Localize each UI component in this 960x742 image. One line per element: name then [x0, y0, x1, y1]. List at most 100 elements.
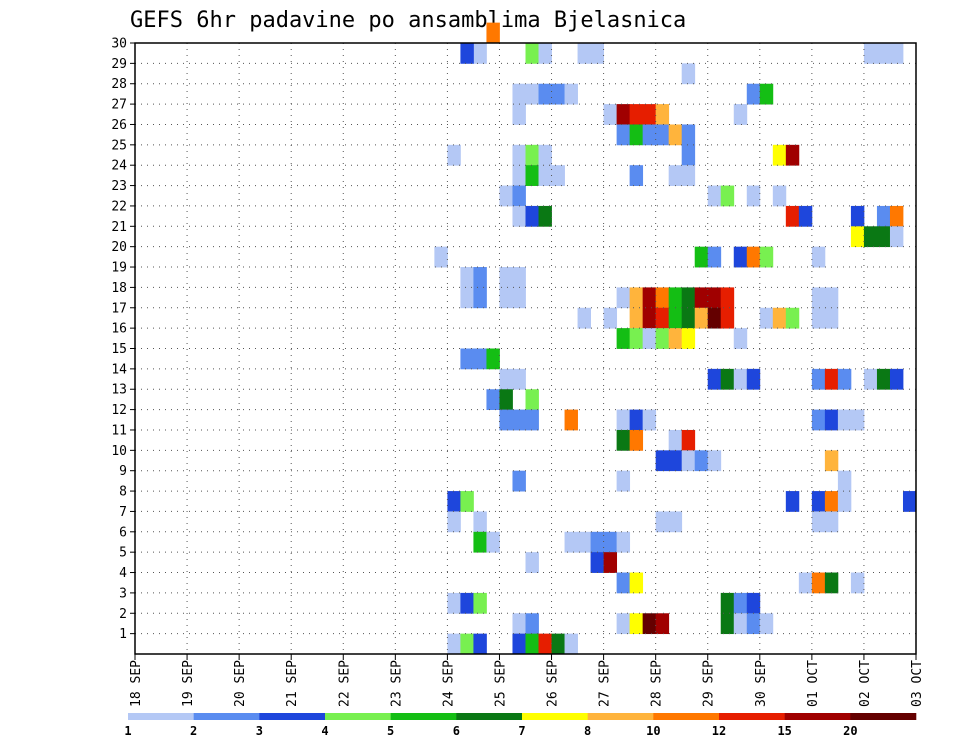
x-tick-label: 01 OCT: [806, 660, 821, 707]
cell-t38-m17: [629, 287, 644, 309]
cell-t47-m2: [746, 592, 761, 614]
x-tick-label: 30 SEP: [754, 660, 769, 707]
cell-t25-m0: [460, 633, 474, 655]
cell-t36-m26: [603, 104, 618, 125]
y-tick-label: 16: [111, 322, 127, 337]
cell-t30-m24: [525, 144, 539, 166]
cell-t26-m18: [473, 267, 487, 288]
cell-t38-m10: [629, 429, 644, 451]
cell-t31-m21: [538, 205, 552, 227]
x-tick-label: 23 SEP: [389, 660, 404, 707]
cell-t26-m6: [473, 511, 487, 533]
cell-t48-m1: [759, 613, 774, 635]
cell-t38-m25: [629, 124, 644, 146]
cell-t24-m24: [447, 144, 461, 166]
colorbar-label: 15: [777, 724, 791, 738]
cell-t27-m5: [486, 531, 500, 553]
cell-t52-m6: [811, 511, 826, 533]
cell-t53-m3: [824, 572, 839, 594]
x-tick-label: 18 SEP: [129, 660, 144, 707]
cell-t33-m0: [564, 633, 578, 655]
cell-t30-m4: [525, 552, 539, 573]
cell-t25-m14: [460, 348, 474, 370]
cell-t44-m9: [707, 450, 722, 472]
cell-t39-m1: [642, 613, 657, 635]
x-tick-label: 20 SEP: [233, 660, 248, 707]
y-tick-label: 12: [111, 403, 127, 418]
y-tick-label: 20: [111, 240, 127, 255]
cell-t39-m26: [642, 104, 657, 125]
cell-t37-m15: [616, 328, 631, 349]
cell-t26-m29: [473, 43, 487, 64]
grid-lines: [135, 43, 916, 654]
cell-t42-m15: [681, 328, 696, 349]
cell-t43-m9: [694, 450, 709, 472]
cell-t47-m1: [746, 613, 761, 635]
cell-t38-m26: [629, 104, 644, 125]
cell-t54-m11: [837, 409, 852, 431]
cell-t45-m13: [720, 368, 735, 390]
cell-t30-m29: [525, 43, 539, 64]
cell-t35-m5: [590, 531, 604, 553]
cell-t44-m22: [707, 185, 722, 207]
chart-title: GEFS 6hr padavine po ansamblima Bjelasni…: [130, 8, 686, 33]
y-tick-label: 8: [119, 485, 127, 500]
cell-t25-m2: [460, 592, 474, 614]
colorbar-label: 8: [584, 724, 591, 738]
cell-t34-m16: [577, 307, 591, 329]
cell-t43-m16: [694, 307, 709, 329]
cell-t57-m13: [876, 368, 891, 390]
cell-t49-m24: [772, 144, 787, 166]
cell-t40-m26: [655, 104, 670, 125]
y-tick-label: 24: [111, 159, 127, 174]
cell-t58-m20: [889, 226, 904, 248]
y-tick-label: 27: [111, 98, 127, 113]
cell-t28-m11: [499, 409, 513, 431]
cell-t25-m29: [460, 43, 474, 64]
cell-t46-m2: [733, 592, 748, 614]
cell-t24-m2: [447, 592, 461, 614]
cell-t30-m21: [525, 205, 539, 227]
cell-t41-m17: [668, 287, 683, 309]
cell-t41-m16: [668, 307, 683, 329]
cell-t39-m17: [642, 287, 657, 309]
cell-t38-m15: [629, 328, 644, 349]
y-tick-label: 23: [111, 179, 127, 194]
cell-t57-m29: [876, 43, 891, 64]
cell-t46-m19: [733, 246, 748, 268]
x-axis: 18 SEP 19 SEP 20 SEP 21 SEP 22 SEP 23 SEP 24 S…: [129, 654, 925, 707]
cell-t28-m12: [499, 389, 513, 410]
cell-t29-m18: [512, 267, 526, 288]
cell-t41-m6: [668, 511, 683, 533]
cell-t26-m17: [473, 287, 487, 309]
cell-t40-m9: [655, 450, 670, 472]
cell-t25-m18: [460, 267, 474, 288]
cell-t37-m5: [616, 531, 631, 553]
cell-t37-m26: [616, 104, 631, 125]
y-tick-label: 10: [111, 444, 127, 459]
y-tick-label: 5: [119, 546, 127, 561]
cell-t52-m17: [811, 287, 826, 309]
cell-t38-m11: [629, 409, 644, 431]
cell-t31-m23: [538, 165, 552, 186]
cell-t30-m23: [525, 165, 539, 186]
y-tick-label: 13: [111, 383, 127, 398]
cell-t31-m24: [538, 144, 552, 166]
cell-t42-m10: [681, 429, 696, 451]
cell-t42-m24: [681, 144, 696, 166]
y-axis: 1234567891011121314151617181920212223242…: [111, 37, 135, 642]
cell-t54-m8: [837, 470, 852, 492]
y-tick-label: 18: [111, 281, 127, 296]
x-tick-label: 22 SEP: [337, 660, 352, 707]
cell-t41-m15: [668, 328, 683, 349]
cell-t52-m16: [811, 307, 826, 329]
cell-t54-m13: [837, 368, 852, 390]
cell-t45-m17: [720, 287, 735, 309]
cell-t47-m27: [746, 83, 761, 105]
colorbar: 1 2 3 4 5 6 7 8 10 12 15 20: [124, 713, 917, 738]
y-tick-label: 2: [119, 607, 127, 622]
colorbar-swatch: [719, 713, 785, 720]
colorbar-swatch: [784, 713, 851, 720]
cell-t43-m17: [694, 287, 709, 309]
